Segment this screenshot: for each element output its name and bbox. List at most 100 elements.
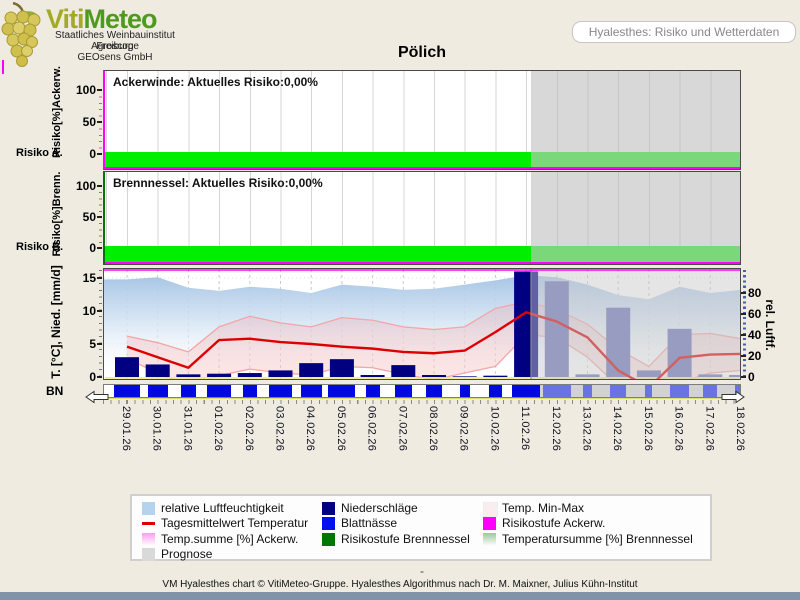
date-text: 02.02.26	[242, 406, 255, 452]
leaf-wetness-segment	[328, 385, 356, 397]
date-text: 06.02.26	[365, 406, 378, 452]
leaf-wetness-segment	[180, 385, 197, 397]
legend-label: Temperatursumme [%] Brennnessel	[502, 531, 693, 546]
x-axis-date-label: 14.02.26	[611, 406, 625, 466]
logo-title-meteo: Meteo	[83, 4, 158, 34]
x-axis-date-label: 12.02.26	[550, 406, 564, 466]
logo-title-viti: Viti	[46, 4, 85, 34]
legend-label: Tagesmittelwert Temperatur	[161, 516, 309, 531]
weather-left-minor-ticks	[99, 270, 102, 378]
legend-label: relative Luftfeuchtigkeit	[161, 501, 284, 515]
date-text: 15.02.26	[641, 406, 654, 452]
weather-right-ytick: 80	[748, 286, 762, 300]
brennnessel-ytick: 100	[75, 179, 96, 193]
page-context-label: Hyalesthes: Risiko und Wetterdaten	[572, 21, 796, 43]
date-text: 14.02.26	[611, 406, 624, 452]
logo-title: VitiMeteo	[46, 4, 158, 35]
leaf-wetness-segment	[147, 385, 168, 397]
x-axis-date-label: 02.02.26	[243, 406, 257, 466]
page-title: Pölich	[397, 44, 446, 61]
brennnessel-ytick: 0	[89, 241, 96, 255]
brennnessel-risk-band-forecast	[531, 246, 740, 262]
leaf-wetness-segment	[365, 385, 380, 397]
leaf-wetness-segment	[511, 385, 541, 397]
pan-left-button[interactable]	[84, 390, 110, 404]
weather-right-ytick: 20	[748, 349, 762, 363]
axis-tick	[97, 310, 102, 312]
ackerwinde-ytick: 50	[82, 115, 96, 129]
brennnessel-risk-panel: Brennnessel: Aktuelles Risiko:0,00%	[103, 171, 741, 265]
legend-swatch-prognose	[142, 548, 155, 562]
x-axis-date-label: 10.02.26	[488, 406, 502, 466]
legend-label: Blattnässe	[341, 516, 398, 531]
x-axis-date-label: 06.02.26	[366, 406, 380, 466]
x-axis-date-label: 31.01.26	[181, 406, 195, 466]
leaf-wetness-strip	[103, 384, 741, 398]
legend-swatch-niederschl-ge	[322, 502, 335, 515]
x-axis-date-label: 09.02.26	[458, 406, 472, 466]
leaf-wetness-segment	[426, 385, 442, 397]
leaf-wetness-segment	[242, 385, 257, 397]
brennnessel-panel-title: Brennnessel: Aktuelles Risiko:0,00%	[113, 176, 323, 190]
legend-swatch-blattn-sse	[322, 517, 335, 531]
date-text: 17.02.26	[703, 406, 716, 452]
leaf-wetness-caption: BN	[46, 384, 64, 398]
date-text: 05.02.26	[334, 406, 347, 452]
page-context-label-text: Hyalesthes: Risiko und Wetterdaten	[588, 25, 780, 39]
axis-tick	[97, 247, 102, 249]
date-text: 30.01.26	[150, 406, 163, 452]
pan-right-button[interactable]	[720, 390, 746, 404]
leaf-wetness-segment	[542, 385, 571, 397]
weather-right-ytick: 0	[748, 370, 755, 384]
legend-swatch-risikostufe-ackerw-	[483, 517, 496, 531]
date-text: 04.02.26	[304, 406, 317, 452]
footer-separator: -	[420, 564, 424, 578]
ackerwinde-risk-band-past	[105, 152, 531, 167]
axis-tick	[97, 216, 102, 218]
leaf-wetness-segment	[610, 385, 626, 397]
legend-label: Temp.summe [%] Ackerw.	[161, 531, 299, 546]
legend-label: Risikostufe Ackerw.	[502, 516, 606, 531]
brennnessel-axis-caption: Risiko B.	[16, 241, 64, 253]
x-axis-date-label: 30.01.26	[151, 406, 165, 466]
legend-label: Prognose	[161, 547, 213, 562]
legend-swatch-temperatursumme-brennnessel	[483, 532, 496, 546]
ackerwinde-ytick: 0	[89, 147, 96, 161]
leaf-wetness-segment	[113, 385, 141, 397]
axis-tick	[97, 376, 102, 378]
date-text: 12.02.26	[549, 406, 562, 452]
x-axis-date-label: 29.01.26	[120, 406, 134, 466]
grape-logo-icon	[1, 2, 41, 67]
legend-label: Temp. Min-Max	[502, 501, 585, 515]
weather-right-minor-ticks	[743, 270, 746, 378]
x-axis-date-label: 08.02.26	[427, 406, 441, 466]
legend-swatch-risikostufe-brennnessel	[322, 532, 335, 546]
leaf-wetness-segment	[735, 385, 740, 397]
ackerwinde-risk-band-forecast	[531, 152, 740, 167]
x-axis-date-label: 04.02.26	[304, 406, 318, 466]
legend-swatch-tagesmittelwert-temperatur	[142, 522, 155, 526]
axis-tick	[741, 313, 746, 315]
weather-chart	[104, 269, 753, 406]
legend-swatch-relative-luftfeuchtigkeit	[142, 502, 155, 515]
leaf-wetness-segment	[300, 385, 322, 397]
date-text: 03.02.26	[273, 406, 286, 452]
logo-subtitle-institute: Staatliches Weinbauinstitut Freiburg	[55, 30, 175, 52]
legend-swatch-temp-summe-ackerw-	[142, 532, 155, 546]
ackerwinde-ytick: 100	[75, 83, 96, 97]
axis-tick	[97, 153, 102, 155]
weather-right-ytick: 60	[748, 307, 762, 321]
footer-bar	[0, 592, 800, 600]
x-axis-date-label: 17.02.26	[703, 406, 717, 466]
weather-left-ytick: 5	[89, 337, 96, 351]
leaf-wetness-baseline	[103, 398, 741, 399]
axis-tick	[97, 277, 102, 279]
date-text: 13.02.26	[580, 406, 593, 452]
weather-right-ytick: 40	[748, 328, 762, 342]
legend-label: Risikostufe Brennnessel	[341, 531, 470, 546]
x-axis-date-label: 18.02.26	[734, 406, 748, 466]
axis-tick	[741, 355, 746, 357]
legend-label: Niederschläge	[341, 501, 418, 515]
date-text: 16.02.26	[672, 406, 685, 452]
